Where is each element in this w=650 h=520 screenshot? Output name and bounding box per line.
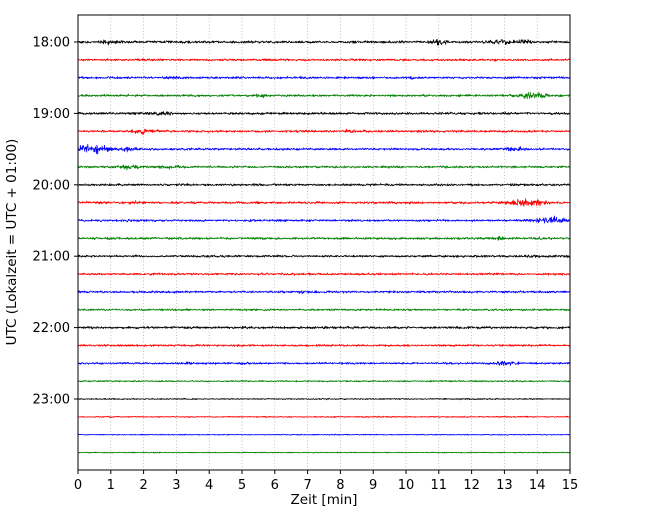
seismic-trace-2215 — [78, 343, 570, 348]
x-tick-label: 2 — [139, 478, 147, 493]
seismic-trace-2330 — [78, 433, 570, 436]
x-axis-label: Zeit [min] — [291, 492, 358, 508]
x-tick-label: 11 — [431, 478, 448, 493]
seismic-trace-2300 — [78, 397, 570, 401]
seismic-trace-1915 — [78, 128, 570, 135]
seismic-trace-2130 — [78, 290, 570, 295]
seismic-trace-1900 — [78, 111, 570, 116]
gridlines — [77, 15, 571, 470]
x-tick-label: 12 — [463, 478, 480, 493]
y-tick-label: 18:00 — [33, 36, 70, 51]
y-tick-label: 22:00 — [33, 321, 70, 336]
seismic-trace-2315 — [78, 415, 570, 418]
tick-labels: 0 1 2 3 4 5 6 7 8 9 10 11 12 13 14 1518:0019:0020:0021:… — [33, 36, 579, 494]
y-tick-label: 23:00 — [33, 393, 70, 408]
seismic-trace-1830 — [78, 75, 570, 80]
x-tick-label: 9 — [369, 478, 377, 493]
seismic-trace-1815 — [78, 58, 570, 62]
seismic-trace-2015 — [78, 198, 570, 207]
x-tick-label: 6 — [271, 478, 279, 493]
seismic-trace-1945 — [78, 164, 570, 171]
y-axis-label: UTC (Lokalzeit = UTC + 01:00) — [4, 139, 20, 346]
x-tick-label: 7 — [303, 478, 311, 493]
y-tick-label: 20:00 — [33, 178, 70, 193]
seismic-trace-2030 — [78, 215, 570, 224]
x-tick-label: 3 — [172, 478, 180, 493]
seismic-trace-2200 — [78, 325, 570, 330]
y-tick-label: 21:00 — [33, 250, 70, 265]
x-tick-label: 0 — [74, 478, 82, 493]
trace-lines — [78, 38, 570, 454]
seismic-trace-2230 — [78, 360, 570, 366]
seismic-trace-1845 — [78, 91, 570, 100]
seismic-trace-1930 — [78, 144, 570, 155]
x-tick-label: 15 — [562, 478, 579, 493]
x-tick-label: 8 — [336, 478, 344, 493]
x-tick-label: 4 — [205, 478, 213, 493]
x-tick-label: 14 — [529, 478, 546, 493]
seismic-trace-2100 — [78, 254, 570, 258]
x-tick-label: 10 — [398, 478, 415, 493]
plot-frame — [77, 14, 571, 471]
seismic-trace-1800 — [78, 38, 570, 46]
axis-ticks — [74, 41, 571, 474]
y-tick-label: 19:00 — [33, 107, 70, 122]
seismic-trace-2245 — [78, 379, 570, 383]
seismic-trace-2045 — [78, 235, 570, 241]
seismic-trace-2115 — [78, 272, 570, 276]
x-tick-label: 5 — [238, 478, 246, 493]
seismic-trace-2000 — [78, 183, 570, 187]
x-tick-label: 13 — [496, 478, 513, 493]
seismic-trace-2345 — [78, 451, 570, 454]
x-tick-label: 1 — [107, 478, 115, 493]
seismic-trace-2145 — [78, 308, 570, 312]
